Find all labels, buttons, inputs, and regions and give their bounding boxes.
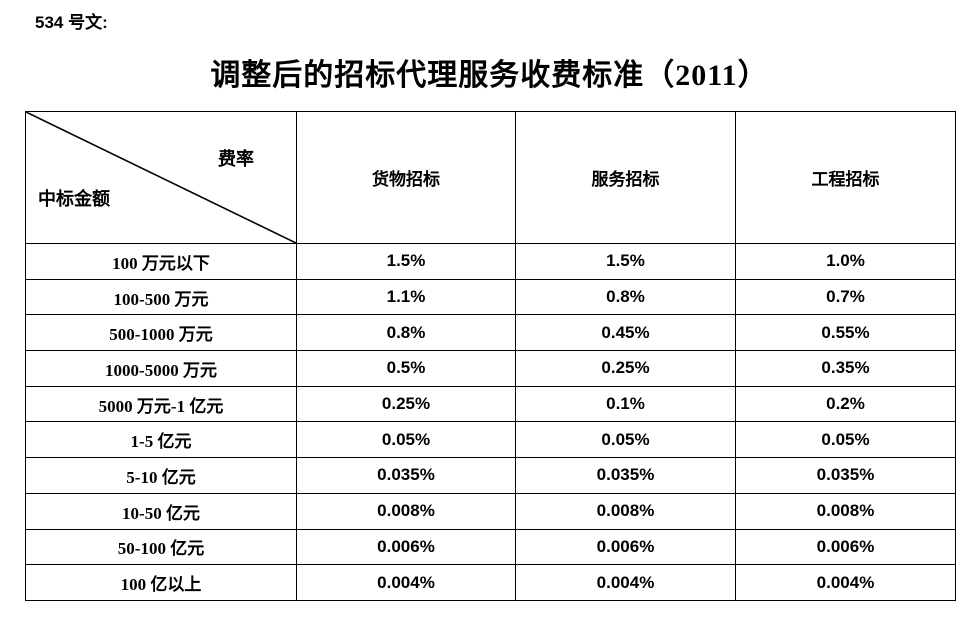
- diagonal-divider-line: [26, 112, 296, 243]
- table-row: 100 万元以下 1.5% 1.5% 1.0%: [25, 243, 956, 280]
- corner-header-cell: 费率 中标金额: [25, 111, 297, 244]
- goods-rate-cell: 0.05%: [296, 421, 516, 459]
- services-rate-cell: 1.5%: [515, 243, 736, 280]
- services-rate-cell: 0.006%: [515, 528, 736, 566]
- amount-cell: 5-10 亿元: [25, 457, 297, 494]
- column-header-works-bidding: 工程招标: [735, 111, 956, 244]
- works-rate-cell: 1.0%: [735, 243, 956, 280]
- amount-cell: 1000-5000 万元: [25, 350, 297, 387]
- works-rate-cell: 0.35%: [735, 350, 956, 387]
- goods-rate-cell: 0.035%: [296, 457, 516, 494]
- services-rate-cell: 0.05%: [515, 421, 736, 459]
- corner-label-amount: 中标金额: [38, 189, 110, 209]
- works-rate-cell: 0.006%: [735, 528, 956, 566]
- goods-rate-cell: 0.008%: [296, 492, 516, 530]
- goods-rate-cell: 1.5%: [296, 243, 516, 280]
- goods-rate-cell: 0.5%: [296, 350, 516, 387]
- services-rate-cell: 0.8%: [515, 278, 736, 316]
- table-row: 500-1000 万元 0.8% 0.45% 0.55%: [25, 314, 956, 352]
- amount-cell: 100-500 万元: [25, 278, 297, 316]
- amount-cell: 50-100 亿元: [25, 528, 297, 566]
- services-rate-cell: 0.004%: [515, 564, 736, 601]
- amount-cell: 100 亿以上: [25, 564, 297, 601]
- works-rate-cell: 0.008%: [735, 492, 956, 530]
- services-rate-cell: 0.45%: [515, 314, 736, 352]
- table-row: 1000-5000 万元 0.5% 0.25% 0.35%: [25, 350, 956, 387]
- amount-cell: 10-50 亿元: [25, 492, 297, 530]
- amount-cell: 500-1000 万元: [25, 314, 297, 352]
- works-rate-cell: 0.05%: [735, 421, 956, 459]
- works-rate-cell: 0.2%: [735, 385, 956, 423]
- goods-rate-cell: 0.8%: [296, 314, 516, 352]
- fee-rate-table: 费率 中标金额 货物招标 服务招标 工程招标 100 万元以下 1.5% 1.5…: [25, 111, 956, 601]
- services-rate-cell: 0.25%: [515, 350, 736, 387]
- goods-rate-cell: 0.25%: [296, 385, 516, 423]
- goods-rate-cell: 1.1%: [296, 278, 516, 316]
- table-row: 5-10 亿元 0.035% 0.035% 0.035%: [25, 457, 956, 494]
- services-rate-cell: 0.035%: [515, 457, 736, 494]
- page-title: 调整后的招标代理服务收费标准（2011）: [210, 59, 769, 92]
- works-rate-cell: 0.004%: [735, 564, 956, 601]
- table-row: 100-500 万元 1.1% 0.8% 0.7%: [25, 278, 956, 316]
- services-rate-cell: 0.008%: [515, 492, 736, 530]
- works-rate-cell: 0.7%: [735, 278, 956, 316]
- table-row: 5000 万元-1 亿元 0.25% 0.1% 0.2%: [25, 385, 956, 423]
- works-rate-cell: 0.55%: [735, 314, 956, 352]
- amount-cell: 1-5 亿元: [25, 421, 297, 459]
- table-row: 50-100 亿元 0.006% 0.006% 0.006%: [25, 528, 956, 566]
- goods-rate-cell: 0.004%: [296, 564, 516, 601]
- amount-cell: 100 万元以下: [25, 243, 297, 280]
- table-row: 10-50 亿元 0.008% 0.008% 0.008%: [25, 492, 956, 530]
- column-header-goods-bidding: 货物招标: [296, 111, 516, 244]
- table-header-row: 费率 中标金额 货物招标 服务招标 工程招标: [25, 111, 956, 244]
- amount-cell: 5000 万元-1 亿元: [25, 385, 297, 423]
- goods-rate-cell: 0.006%: [296, 528, 516, 566]
- table-row: 1-5 亿元 0.05% 0.05% 0.05%: [25, 421, 956, 459]
- column-header-service-bidding: 服务招标: [515, 111, 736, 244]
- services-rate-cell: 0.1%: [515, 385, 736, 423]
- doc-number-label: 534 号文:: [35, 13, 108, 32]
- table-row: 100 亿以上 0.004% 0.004% 0.004%: [25, 564, 956, 601]
- works-rate-cell: 0.035%: [735, 457, 956, 494]
- corner-label-rate: 费率: [218, 149, 254, 169]
